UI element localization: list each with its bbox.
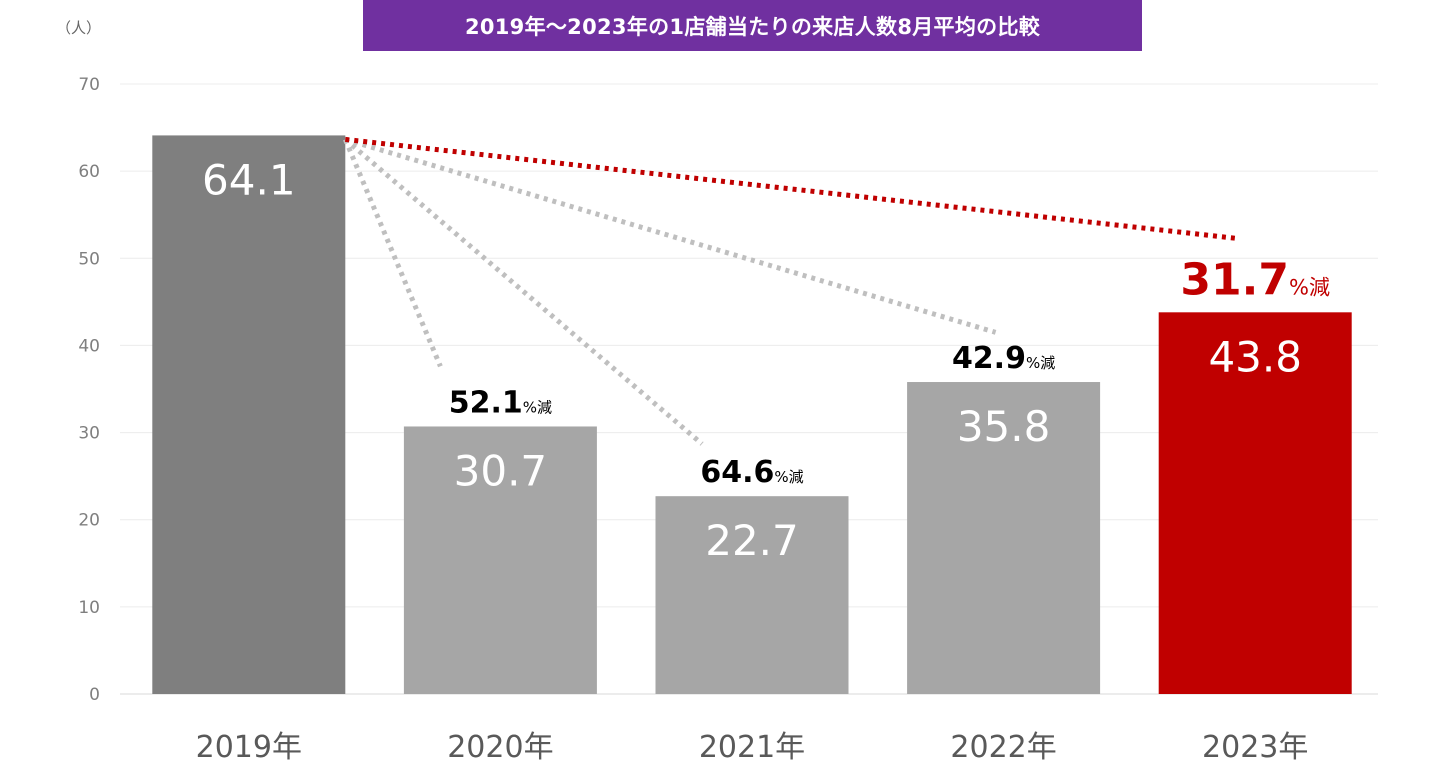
- y-tick-label: 60: [78, 162, 100, 182]
- bar: [152, 135, 346, 694]
- chart-title: 2019年～2023年の1店舗当たりの来店人数8月平均の比較: [363, 0, 1142, 51]
- y-tick-label: 40: [78, 336, 100, 356]
- y-tick-label: 50: [78, 249, 100, 269]
- x-tick-label: 2020年: [447, 730, 553, 765]
- y-tick-label: 70: [78, 75, 100, 95]
- y-tick-label: 20: [78, 511, 100, 531]
- value-label: 64.1: [202, 155, 296, 204]
- reduction-annotation: 64.6%減: [700, 455, 803, 490]
- bar: [907, 382, 1101, 694]
- comparison-line: [342, 138, 443, 368]
- x-tick-label: 2022年: [950, 730, 1056, 765]
- y-axis-unit-label: （人）: [56, 19, 102, 37]
- value-label: 35.8: [957, 402, 1051, 451]
- x-tick-label: 2019年: [196, 730, 302, 765]
- value-label: 22.7: [705, 516, 799, 565]
- comparison-line: [344, 137, 997, 335]
- comparison-line: [343, 137, 704, 446]
- y-tick-label: 10: [78, 598, 100, 618]
- reduction-annotation: 31.7%減: [1180, 254, 1330, 305]
- bar: [403, 426, 597, 694]
- reduction-annotation: 52.1%減: [449, 385, 552, 420]
- x-tick-label: 2023年: [1202, 730, 1308, 765]
- y-tick-label: 30: [78, 424, 100, 444]
- comparison-line-2023: [345, 136, 1236, 241]
- x-tick-label: 2021年: [699, 730, 805, 765]
- value-label: 30.7: [454, 446, 548, 495]
- y-tick-label: 0: [89, 685, 100, 705]
- bar: [655, 496, 849, 694]
- value-label: 43.8: [1208, 332, 1302, 381]
- reduction-annotation: 42.9%減: [952, 341, 1055, 376]
- bar: [1158, 312, 1352, 694]
